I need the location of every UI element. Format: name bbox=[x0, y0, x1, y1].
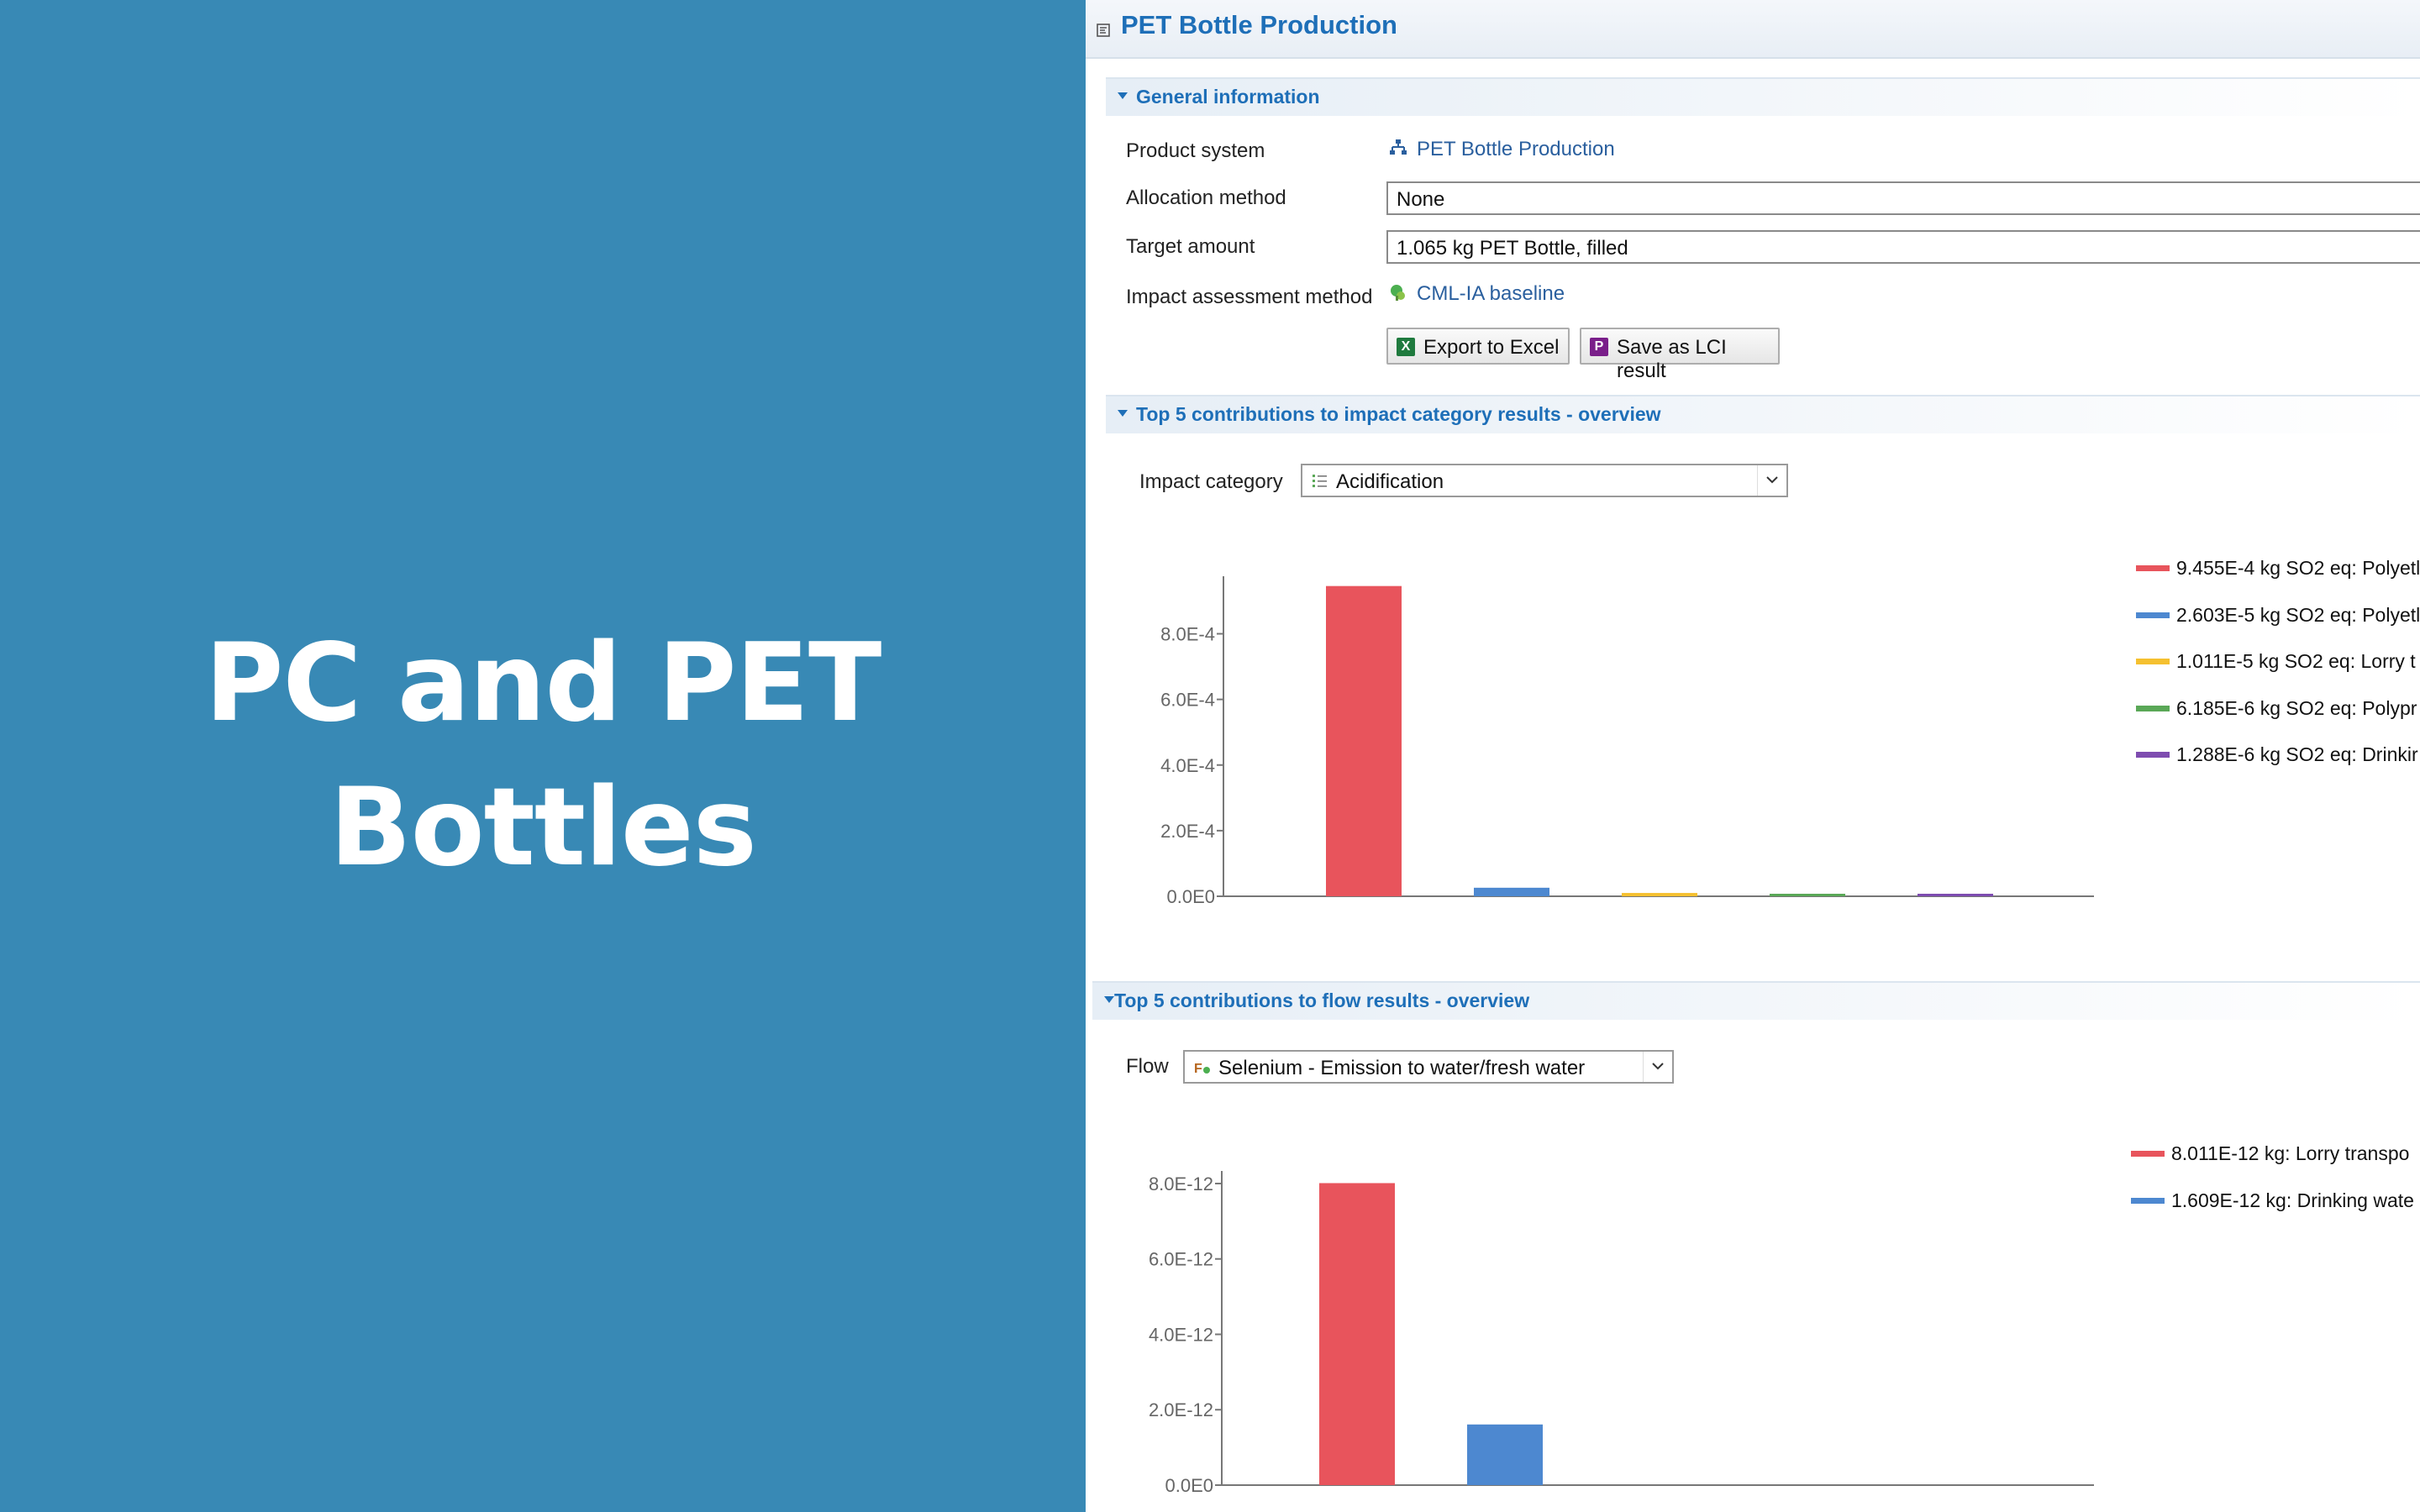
allocation-method-label: Allocation method bbox=[1126, 186, 1286, 209]
results-editor: PET Bottle Production General informatio… bbox=[1086, 0, 2420, 1512]
general-info-title: General information bbox=[1136, 86, 1320, 108]
flow-icon: F bbox=[1194, 1062, 1210, 1076]
chevron-down-icon bbox=[1757, 465, 1786, 496]
target-amount-field[interactable]: 1.065 kg PET Bottle, filled bbox=[1386, 230, 2420, 264]
editor-title: PET Bottle Production bbox=[1121, 10, 1397, 39]
flow-chart: 0.0E0 2.0E-12 4.0E-12 6.0E-12 8.0E-12 bbox=[1149, 1171, 2094, 1496]
editor-icon bbox=[1097, 24, 1110, 37]
impact-category-value: Acidification bbox=[1336, 470, 1444, 493]
impact-chart-legend-label: 1.288E-6 kg SO2 eq: Drinkir bbox=[2176, 743, 2418, 765]
product-system-icon bbox=[1390, 139, 1407, 155]
impact-chart-y-tick-label: 0.0E0 bbox=[1167, 886, 1216, 907]
save-lci-button[interactable]: P Save as LCI result bbox=[1580, 328, 1780, 382]
impact-category-label: Impact category bbox=[1139, 470, 1283, 493]
impact-category-select[interactable]: Acidification bbox=[1301, 464, 1788, 497]
impact-chart-legend-swatch bbox=[2136, 752, 2170, 758]
impact-chart-y-tick-label: 6.0E-4 bbox=[1160, 690, 1215, 711]
impact-chart-legend-label: 6.185E-6 kg SO2 eq: Polypr bbox=[2176, 696, 2417, 719]
flow-chart-y-tick-label: 4.0E-12 bbox=[1149, 1324, 1213, 1345]
impact-section-title: Top 5 contributions to impact category r… bbox=[1136, 403, 1661, 425]
slide-title: PC and PET Bottles bbox=[204, 612, 882, 900]
collapse-arrow-icon bbox=[1118, 410, 1128, 417]
impact-chart-legend-swatch bbox=[2136, 659, 2170, 664]
slide-title-panel: PC and PET Bottles bbox=[0, 0, 1086, 1512]
impact-chart-bar bbox=[1474, 887, 1549, 896]
impact-chart-legend-swatch bbox=[2136, 705, 2170, 711]
impact-chart: 0.0E0 2.0E-4 4.0E-4 6.0E-4 8.0E-4 bbox=[1160, 576, 2094, 907]
impact-method-label: Impact assessment method bbox=[1126, 286, 1373, 308]
impact-method-link[interactable]: CML-IA baseline bbox=[1417, 282, 1565, 305]
product-system-label: Product system bbox=[1126, 139, 1265, 162]
editor-titlebar: PET Bottle Production bbox=[1086, 0, 2420, 59]
flow-chart-bar bbox=[1467, 1424, 1543, 1485]
flow-label: Flow bbox=[1126, 1055, 1169, 1078]
flow-chart-legend-swatch bbox=[2131, 1198, 2165, 1204]
svg-text:F: F bbox=[1194, 1062, 1202, 1076]
impact-chart-bar bbox=[1918, 894, 1993, 896]
impact-chart-legend-label: 2.603E-5 kg SO2 eq: Polyetl bbox=[2176, 603, 2420, 626]
impact-chart-y-tick-label: 8.0E-4 bbox=[1160, 624, 1215, 645]
slide-title-line2: Bottles bbox=[329, 765, 757, 890]
lci-result-icon: P bbox=[1590, 338, 1608, 356]
impact-chart-legend-swatch bbox=[2136, 612, 2170, 618]
impact-chart-bar bbox=[1326, 585, 1402, 896]
flow-chart-legend-label: 8.011E-12 kg: Lorry transpo bbox=[2171, 1142, 2410, 1164]
flow-chart-y-tick-label: 6.0E-12 bbox=[1149, 1249, 1213, 1270]
flow-chart-y-tick-label: 0.0E0 bbox=[1165, 1475, 1214, 1496]
allocation-method-value: None bbox=[1397, 188, 1445, 211]
target-amount-label: Target amount bbox=[1126, 235, 1255, 258]
impact-category-icon bbox=[1313, 475, 1327, 487]
export-excel-button[interactable]: X Export to Excel bbox=[1386, 328, 1570, 365]
impact-chart-bar bbox=[1622, 893, 1697, 896]
target-amount-value: 1.065 kg PET Bottle, filled bbox=[1397, 237, 1628, 260]
impact-chart-legend-label: 1.011E-5 kg SO2 eq: Lorry t bbox=[2176, 650, 2416, 672]
flow-chart-y-tick-label: 8.0E-12 bbox=[1149, 1173, 1213, 1194]
impact-chart-y-tick-label: 2.0E-4 bbox=[1160, 821, 1215, 842]
impact-chart-bar bbox=[1770, 894, 1845, 896]
flow-chart-y-tick-label: 2.0E-12 bbox=[1149, 1399, 1213, 1420]
flow-select[interactable]: F Selenium - Emission to water/fresh wat… bbox=[1183, 1050, 1674, 1084]
flow-section-header[interactable]: Top 5 contributions to flow results - ov… bbox=[1092, 981, 2420, 1020]
save-lci-label: Save as LCI result bbox=[1617, 336, 1727, 382]
flow-chart-bar bbox=[1319, 1183, 1395, 1485]
flow-chart-legend-label: 1.609E-12 kg: Drinking wate bbox=[2171, 1189, 2414, 1211]
chevron-down-icon bbox=[1643, 1052, 1672, 1082]
slide-title-line1: PC and PET bbox=[204, 621, 882, 746]
impact-chart-legend-label: 9.455E-4 kg SO2 eq: Polyetl bbox=[2176, 557, 2420, 579]
export-excel-label: Export to Excel bbox=[1423, 336, 1560, 359]
flow-value: Selenium - Emission to water/fresh water bbox=[1218, 1057, 1586, 1079]
impact-chart-y-tick-label: 4.0E-4 bbox=[1160, 755, 1215, 776]
excel-icon: X bbox=[1397, 338, 1415, 356]
product-system-link[interactable]: PET Bottle Production bbox=[1417, 138, 1615, 160]
impact-chart-legend-swatch bbox=[2136, 565, 2170, 571]
flow-section-title: Top 5 contributions to flow results - ov… bbox=[1114, 990, 1530, 1011]
general-info-header[interactable]: General information bbox=[1106, 77, 2420, 116]
allocation-method-field[interactable]: None bbox=[1386, 181, 2420, 215]
flow-chart-legend-swatch bbox=[2131, 1151, 2165, 1157]
collapse-arrow-icon bbox=[1104, 996, 1114, 1003]
impact-section-header[interactable]: Top 5 contributions to impact category r… bbox=[1106, 395, 2420, 433]
impact-method-icon bbox=[1391, 285, 1405, 301]
collapse-arrow-icon bbox=[1118, 92, 1128, 99]
